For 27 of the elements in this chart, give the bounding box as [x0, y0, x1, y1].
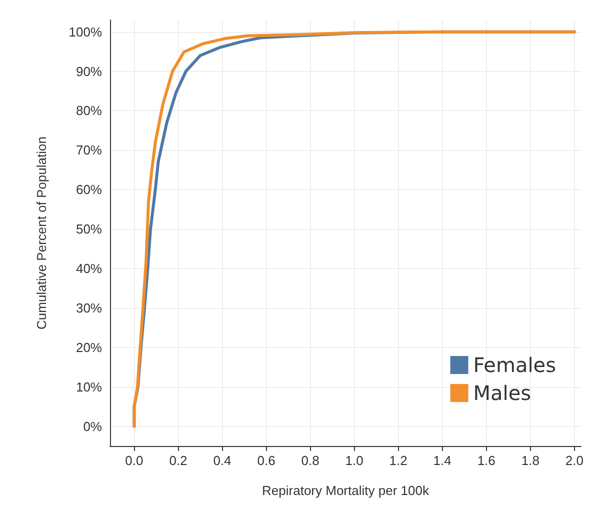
y-axis-title: Cumulative Percent of Population [34, 136, 49, 330]
y-tick-label: 30% [76, 300, 102, 316]
y-tick-label: 20% [76, 340, 102, 355]
y-tick-label: 0% [83, 418, 102, 434]
legend-label: Males [473, 381, 532, 405]
y-tick-label: 40% [76, 261, 102, 276]
x-tick-label: 0.0 [125, 453, 144, 468]
x-tick-label: 2.0 [565, 453, 584, 468]
x-tick-label: 1.6 [477, 453, 496, 468]
line-series [132, 30, 576, 428]
x-tick-label: 0.2 [169, 453, 188, 468]
y-tick-label: 70% [76, 142, 102, 158]
y-tick-label: 90% [76, 64, 102, 79]
x-tick-label: 1.4 [433, 453, 452, 468]
x-axis-title: Repiratory Mortality per 100k [262, 483, 430, 498]
x-tick-label: 1.8 [521, 453, 540, 468]
y-tick-label: 80% [76, 103, 102, 118]
x-tick-label: 0.6 [257, 453, 276, 468]
x-tick-label: 1.2 [389, 453, 408, 468]
x-tick-label: 0.4 [213, 453, 232, 468]
x-tick-label: 1.0 [345, 453, 364, 468]
legend-label: Females [473, 353, 556, 377]
y-tick-label: 60% [76, 182, 102, 198]
y-tick-label: 10% [76, 379, 102, 394]
x-tick-label: 0.8 [301, 453, 320, 468]
y-tick-label: 100% [68, 24, 102, 40]
y-tick-label: 50% [76, 222, 102, 237]
